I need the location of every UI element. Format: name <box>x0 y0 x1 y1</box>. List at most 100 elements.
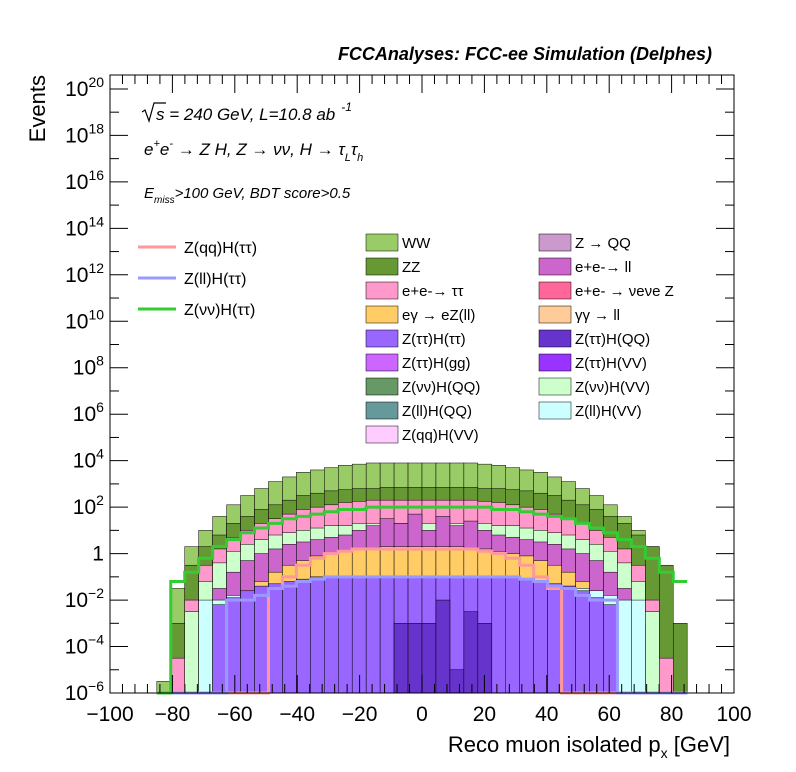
legend-bkg-swatch <box>538 233 572 252</box>
x-tick-labels: −100 −80 −60 −40 −20 0 20 40 60 80 100 <box>86 703 751 726</box>
axis-ticks <box>109 75 735 694</box>
bar-z-h--10 <box>296 578 311 694</box>
legend-bkg-label: γγ → ll <box>575 307 620 324</box>
bar-z-h-qq--19 <box>421 623 437 694</box>
y-tick-label: 1020 <box>65 74 104 101</box>
sqrt-symbol <box>141 102 166 123</box>
legend-bkg-label: Z(qq)H(VV) <box>402 427 479 444</box>
legend-bkg-label: Z(νν)H(VV) <box>575 379 650 396</box>
bar-z-h-qq--20 <box>435 599 451 694</box>
x-tick-label: −100 <box>86 703 133 726</box>
x-tick-label: −80 <box>155 703 191 726</box>
y-tick-label: 1016 <box>65 167 104 194</box>
x-axis-label-sub: x <box>661 745 668 761</box>
process-e1: e <box>144 140 153 159</box>
x-axis-label-unit: [GeV] <box>674 732 730 757</box>
y-tick-label: 108 <box>73 353 104 380</box>
legend-bkg-label: Z(ll)H(VV) <box>575 403 642 420</box>
x-tick-label: 80 <box>660 703 683 726</box>
y-tick-label: 1010 <box>65 306 104 333</box>
y-tick-label: 10−4 <box>65 632 105 659</box>
legend-bkg-label: Z(ττ)H(ττ) <box>402 331 466 348</box>
legend-bkg-swatch <box>365 353 399 372</box>
legend-bkg-swatch <box>365 377 399 396</box>
legend-bkg-label: e+e-→ ττ <box>402 283 464 300</box>
plot-annotations: s = 240 GeV, L=10.8 ab -1 e+e- → Z H, Z →… <box>141 100 363 206</box>
legend-bkg-swatch <box>538 401 572 420</box>
y-tick-label: 104 <box>73 446 104 473</box>
bar-z-h--31 <box>589 597 604 694</box>
bar-z-h--5 <box>226 597 241 694</box>
legend-bkg-label: Z → QQ <box>575 235 631 252</box>
legend-bkg-swatch <box>538 377 572 396</box>
bar-z-h--13 <box>338 576 353 694</box>
bar-z-h--27 <box>533 581 548 694</box>
line-z-h- <box>156 505 688 695</box>
y-axis-label: Events <box>25 75 50 142</box>
bar-z-h-qq--17 <box>393 623 409 694</box>
y-tick-label: 102 <box>73 492 104 519</box>
process-sub-l: L <box>345 152 351 164</box>
legend-signal-label: Z(ll)H(ττ) <box>184 271 246 288</box>
legend-bkg-swatch <box>365 425 399 444</box>
legend-bkg-swatch <box>365 401 399 420</box>
process-tau: τ <box>351 140 359 159</box>
energy-annotation: s = 240 GeV, L=10.8 ab -1 <box>156 100 352 124</box>
bar-z-ll-h-vv--3 <box>198 599 213 694</box>
chart-title: FCCAnalyses: FCC-ee Simulation (Delphes) <box>338 44 712 64</box>
bar-z-ll-h-vv--33 <box>617 599 632 694</box>
legend-signals: Z(qq)H(ττ) Z(ll)H(ττ) Z(νν)H(ττ) <box>138 240 257 319</box>
y-tick-label: 1012 <box>65 260 104 287</box>
legend-bkg-swatch <box>538 257 572 276</box>
y-tick-label: 10−2 <box>65 585 105 612</box>
y-tick-label: 10−6 <box>65 678 105 705</box>
bar-z-h-qq--22 <box>463 611 479 694</box>
line-z-ll-h- <box>156 575 688 695</box>
bar-z-h--29 <box>561 585 576 694</box>
bar-z-ll-h-vv--34 <box>631 599 646 694</box>
legend-bkg-swatch <box>538 329 572 348</box>
y-tick-labels: 10−6 10−4 10−2 1 102 104 106 108 1010 1012 1014 101… <box>65 74 105 705</box>
legend-bkg-swatch <box>365 305 399 324</box>
bar-z-h--25 <box>505 576 520 694</box>
bar-zz-37 <box>672 623 688 694</box>
y-tick-label: 1014 <box>65 213 104 240</box>
x-axis-label-main: Reco muon isolated p <box>448 732 661 757</box>
cut-text: >100 GeV, BDT score>0.5 <box>175 185 351 202</box>
legend-bkg-label: Z(ττ)H(VV) <box>575 355 647 372</box>
legend-bkg-label: ZZ <box>402 259 420 276</box>
legend-bkg-label: Z(ll)H(QQ) <box>402 403 472 420</box>
y-tick-label: 106 <box>73 399 104 426</box>
legend-bkg-label: Z(ττ)H(gg) <box>402 355 471 372</box>
bar-z-h--9 <box>282 581 297 694</box>
bar-z-h--12 <box>324 576 339 694</box>
bar-z-h--6 <box>240 590 255 694</box>
legend-signal-label: Z(qq)H(ττ) <box>184 240 257 257</box>
legend-bkg-swatch <box>365 233 399 252</box>
y-tick-label: 1 <box>92 543 104 566</box>
y-tick-label: 1018 <box>65 120 104 147</box>
bar-z-h--32 <box>603 604 618 694</box>
bar-z-h--11 <box>310 576 325 694</box>
legend-bkg-swatch <box>365 281 399 300</box>
process-plus: + <box>153 138 160 150</box>
bar-z-h--16 <box>379 576 395 694</box>
bar-z-h--24 <box>491 576 507 694</box>
cut-annotation: Emiss>100 GeV, BDT score>0.5 <box>144 185 351 206</box>
bar-z-h-vv--2 <box>184 611 199 694</box>
energy-sup: -1 <box>341 100 352 114</box>
bar-z-h-qq--21 <box>449 669 465 694</box>
bar-z-h--8 <box>268 583 283 694</box>
bar-z-h-vv--35 <box>645 611 660 694</box>
legend-bkg-swatch <box>365 329 399 348</box>
energy-text: s = 240 GeV, L=10.8 ab <box>156 105 335 124</box>
bar-z-h--30 <box>575 590 590 694</box>
x-tick-label: 100 <box>716 703 751 726</box>
bar-z-h--28 <box>547 583 562 694</box>
legend-bkg-label: e+e- → νeνe Z <box>575 283 674 300</box>
legend-bkg-label: eγ → eZ(ll) <box>402 307 475 324</box>
x-tick-label: 60 <box>598 703 621 726</box>
legend-bkg-label: WW <box>402 235 431 252</box>
bar-z-h-qq--18 <box>407 623 423 694</box>
